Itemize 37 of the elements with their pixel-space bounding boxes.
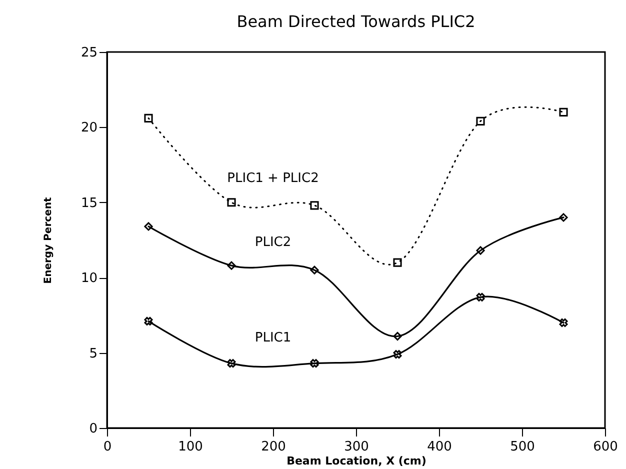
x-tick-label: 200: [261, 440, 286, 454]
y-tick-label: 25: [80, 46, 98, 60]
point: [476, 246, 485, 255]
point: [144, 114, 153, 122]
point: [310, 201, 319, 210]
point: [393, 350, 402, 359]
series-label: PLIC2: [254, 234, 292, 250]
point: [393, 258, 402, 267]
y-tick-label: 5: [89, 346, 98, 362]
point: [559, 108, 568, 116]
x-tick-label: 0: [103, 440, 112, 454]
point: [310, 266, 319, 274]
point: [144, 316, 153, 326]
point: [310, 359, 319, 368]
point: [144, 222, 153, 231]
y-tick-label: 15: [80, 196, 98, 211]
x-tick-label: 100: [178, 440, 203, 454]
point: [227, 261, 236, 270]
point: [476, 292, 485, 302]
x-tick-label: 600: [593, 440, 618, 454]
y-tick-label: 10: [80, 271, 98, 286]
point: [227, 359, 236, 368]
x-tick-label: 400: [427, 440, 452, 454]
x-tick-label: 500: [510, 440, 535, 454]
x-axis-title: Beam Location, X (cm): [286, 454, 426, 468]
point: [393, 332, 402, 341]
point: [559, 213, 568, 222]
point: [227, 198, 236, 207]
y-tick-label: 20: [80, 120, 98, 136]
point: [559, 318, 568, 327]
y-axis-title: Energy Percent: [42, 197, 54, 284]
chart-title: Beam Directed Towards PLIC2: [236, 12, 476, 31]
x-tick-label: 300: [344, 440, 369, 454]
series-label: PLIC1 + PLIC2: [227, 170, 319, 186]
point: [476, 116, 485, 126]
series-label: PLIC1: [254, 330, 292, 346]
y-tick-label: 0: [89, 422, 98, 436]
